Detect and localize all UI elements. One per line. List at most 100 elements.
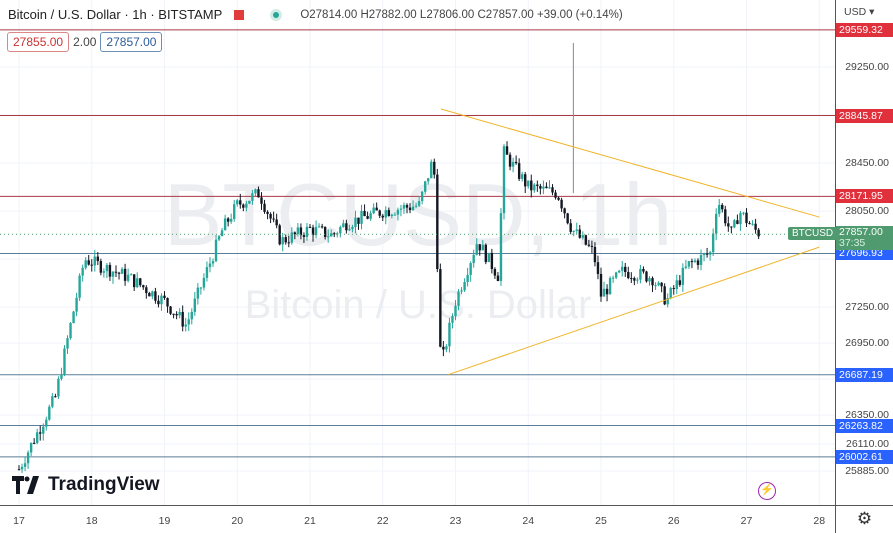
- candle-body: [648, 278, 651, 282]
- price-tick: 27250.00: [845, 301, 889, 314]
- candle-body: [139, 278, 142, 286]
- candle-body: [257, 189, 260, 198]
- candle-body: [93, 256, 96, 266]
- candle-body: [45, 419, 48, 427]
- time-label: 18: [85, 515, 98, 527]
- candle-body: [587, 244, 591, 246]
- spread: 2.00: [73, 35, 97, 49]
- candle-body: [672, 288, 675, 290]
- candle-body: [263, 203, 266, 212]
- candle-body: [739, 213, 742, 225]
- symbol-title[interactable]: Bitcoin / U.S. Dollar · 1h · BITSTAMP: [8, 7, 223, 22]
- candle-body: [275, 219, 278, 226]
- candle-body: [702, 253, 706, 256]
- time-label: 22: [376, 515, 389, 527]
- current-price-label: 27857.00 37:35: [836, 226, 893, 251]
- candle-body: [448, 322, 451, 347]
- candle-body: [372, 207, 375, 214]
- candle-body: [463, 282, 466, 291]
- candle-body: [205, 267, 209, 278]
- candle-body: [390, 214, 394, 216]
- candle-body: [602, 288, 606, 297]
- candle-body: [199, 287, 203, 289]
- candle-body: [627, 272, 630, 279]
- candle-body: [348, 229, 351, 231]
- candle-body: [475, 244, 478, 255]
- candle-body: [148, 292, 151, 297]
- candle-body: [184, 324, 187, 327]
- candle-body: [705, 253, 709, 255]
- symbol-legend: Bitcoin / U.S. Dollar · 1h · BITSTAMP O2…: [8, 7, 623, 22]
- time-label: 24: [522, 515, 535, 527]
- candle-body: [233, 204, 236, 219]
- settings-gear-icon[interactable]: ⚙: [835, 505, 893, 533]
- candle-body: [572, 230, 575, 232]
- candle-body: [78, 275, 81, 298]
- candle-body: [272, 218, 275, 220]
- candle-body: [333, 233, 336, 235]
- candle-body: [17, 469, 21, 471]
- candle-body: [75, 297, 78, 312]
- candle-body: [393, 214, 397, 216]
- candle-body: [596, 262, 600, 274]
- ohlc-values: O27814.00 H27882.00 L27806.00 C27857.00 …: [300, 8, 623, 21]
- candle-body: [581, 235, 585, 238]
- candle-body: [166, 297, 169, 307]
- candle-body: [296, 227, 300, 235]
- candle-body: [517, 163, 521, 179]
- sell-button[interactable]: 27855.00: [7, 32, 70, 52]
- candle-body: [599, 273, 603, 297]
- candle-body: [560, 199, 563, 209]
- candle-body: [751, 223, 754, 225]
- candle-body: [563, 208, 566, 214]
- candle-body: [154, 291, 157, 301]
- level-price-label: 26687.19: [836, 367, 893, 382]
- candle-body: [114, 271, 118, 273]
- candle-body: [493, 269, 497, 276]
- candle-body: [539, 186, 542, 189]
- candle-body: [132, 274, 136, 288]
- tradingview-logo[interactable]: TradingView: [12, 474, 160, 496]
- candle-body: [551, 187, 554, 193]
- candle-body: [311, 227, 315, 236]
- currency-selector[interactable]: USD ▾: [844, 6, 875, 18]
- candle-body: [684, 266, 688, 268]
- candle-body: [542, 186, 545, 189]
- level-price-label: 26263.82: [836, 418, 893, 433]
- time-label: 28: [813, 515, 826, 527]
- candle-body: [299, 227, 303, 236]
- candle-body: [578, 229, 581, 238]
- candle-body: [566, 213, 569, 224]
- candle-body: [487, 252, 491, 263]
- candle-body: [420, 191, 424, 202]
- candle-body: [554, 192, 557, 198]
- candle-body: [266, 211, 269, 214]
- price-axis[interactable]: USD ▾ 29250.00 28450.00 28050.00 27250.00 26…: [835, 0, 893, 505]
- candle-body: [405, 205, 409, 208]
- candle-body: [478, 244, 481, 251]
- candle-body: [229, 218, 233, 222]
- candle-body: [639, 268, 642, 280]
- candle-body: [196, 287, 200, 299]
- flag-icon[interactable]: [234, 9, 245, 20]
- price-chart[interactable]: BTCUSD, 1h Bitcoin / U.S. Dollar: [0, 0, 835, 505]
- lightning-icon[interactable]: ⚡: [758, 482, 776, 500]
- candle-body: [260, 197, 263, 204]
- candle-body: [654, 285, 657, 287]
- time-axis[interactable]: 17 18 19 20 21 22 23 24 25 26 27 28: [0, 505, 835, 533]
- candle-body: [178, 311, 181, 316]
- candle-body: [214, 239, 218, 262]
- candle-body: [363, 210, 366, 217]
- candle-body: [339, 227, 342, 234]
- candle-body: [105, 264, 109, 272]
- candle-body: [226, 218, 230, 222]
- candle-body: [442, 346, 445, 350]
- candle-body: [242, 204, 245, 208]
- candle-body: [190, 311, 193, 320]
- candle-body: [611, 277, 615, 279]
- candle-body: [157, 300, 160, 305]
- buy-button[interactable]: 27857.00: [100, 32, 163, 52]
- candle-body: [302, 235, 306, 238]
- candle-body: [636, 279, 639, 281]
- candle-body: [20, 466, 24, 470]
